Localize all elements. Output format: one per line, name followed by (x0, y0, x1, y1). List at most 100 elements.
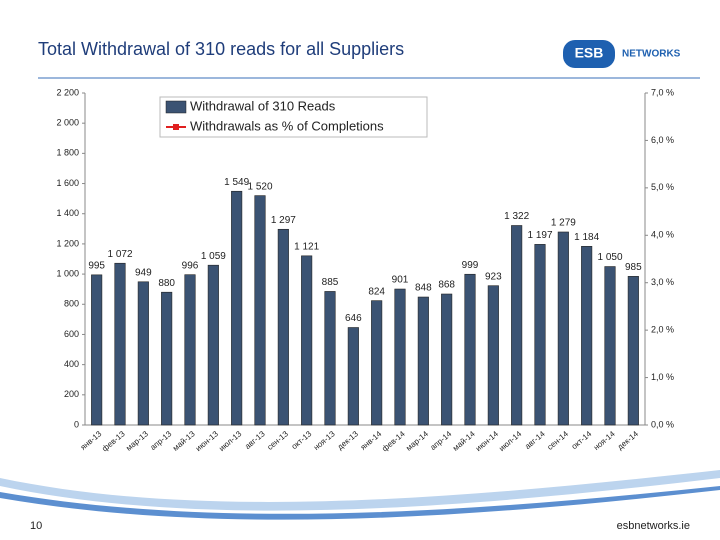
x-tick-label: май-13 (171, 429, 197, 453)
value-label: 1 520 (247, 181, 272, 192)
value-label: 1 050 (597, 252, 622, 263)
x-tick-label: дек-13 (336, 429, 361, 452)
value-label: 824 (368, 286, 385, 297)
value-label: 949 (135, 267, 152, 278)
y2-tick-label: 1,0 % (651, 372, 674, 382)
x-tick-label: июн-14 (474, 429, 500, 453)
bar (161, 291, 173, 426)
x-tick-label: окт-14 (570, 429, 594, 451)
bar (347, 327, 359, 426)
bar (534, 244, 546, 426)
value-label: 1 279 (551, 218, 576, 229)
x-tick-label: июн-13 (194, 429, 220, 453)
y2-tick-label: 6,0 % (651, 135, 674, 145)
legend-swatch (165, 100, 187, 114)
bar (301, 255, 313, 426)
x-tick-label: сен-14 (545, 429, 570, 452)
bar (371, 300, 383, 426)
x-tick-label: мар-14 (404, 429, 430, 453)
bar (184, 274, 196, 426)
x-tick-label: мар-13 (124, 429, 150, 453)
logo-text: NETWORKS (622, 49, 681, 60)
y2-tick-label: 4,0 % (651, 230, 674, 240)
value-label: 999 (462, 260, 479, 271)
bar (91, 274, 103, 426)
y2-tick-label: 5,0 % (651, 182, 674, 192)
value-label: 1 072 (107, 249, 132, 260)
x-tick-label: апр-13 (149, 429, 174, 452)
bar (627, 276, 639, 426)
value-label: 1 322 (504, 211, 529, 222)
bar (581, 246, 593, 426)
bar (207, 264, 219, 426)
bar (487, 285, 499, 426)
bar (254, 195, 266, 426)
y-tick-label: 1 600 (56, 178, 79, 188)
legend (159, 96, 428, 138)
y2-tick-label: 0,0 % (651, 419, 674, 429)
legend-swatch (173, 124, 179, 130)
bar (324, 291, 336, 426)
x-tick-label: ноя-14 (592, 429, 617, 452)
chart-title: Total Withdrawal of 310 reads for all Su… (38, 39, 404, 59)
y2-tick-label: 7,0 % (651, 87, 674, 97)
y-tick-label: 400 (64, 359, 79, 369)
bar (394, 288, 406, 426)
x-tick-label: дек-14 (616, 429, 641, 452)
logo: ESB NETWORKS (563, 40, 681, 68)
y2-tick-label: 3,0 % (651, 277, 674, 287)
value-label: 923 (485, 271, 502, 282)
x-tick-label: авг-13 (243, 429, 267, 451)
x-tick-label: май-14 (451, 429, 477, 453)
logo-mark: ESB (575, 45, 604, 61)
x-tick-label: авг-14 (523, 429, 547, 451)
value-label: 646 (345, 313, 362, 324)
legend-label: Withdrawal of 310 Reads (190, 98, 336, 113)
y-tick-label: 2 000 (56, 118, 79, 128)
y2-tick-label: 2,0 % (651, 325, 674, 335)
legend-label: Withdrawals as % of Completions (190, 118, 384, 133)
x-tick-label: фев-13 (100, 429, 127, 454)
value-label: 1 549 (224, 177, 249, 188)
y-tick-label: 1 200 (56, 238, 79, 248)
value-label: 901 (392, 275, 409, 286)
x-tick-label: фев-14 (380, 429, 407, 454)
footer: esbnetworks.ie (617, 520, 690, 532)
value-label: 1 184 (574, 232, 599, 243)
bar (604, 266, 616, 426)
value-label: 1 297 (271, 215, 296, 226)
value-label: 880 (158, 278, 175, 289)
x-tick-label: сен-13 (265, 429, 290, 452)
bar (557, 231, 569, 426)
bar (464, 273, 476, 426)
swoosh (0, 486, 720, 520)
swoosh (0, 470, 720, 511)
y-tick-label: 0 (74, 419, 79, 429)
x-tick-label: янв-13 (79, 429, 104, 452)
x-tick-label: июл-13 (217, 429, 244, 453)
y-tick-label: 1 400 (56, 208, 79, 218)
value-label: 885 (322, 277, 339, 288)
x-tick-label: июл-14 (497, 429, 524, 453)
bar (114, 262, 126, 426)
value-label: 995 (88, 260, 105, 271)
value-label: 996 (182, 260, 199, 271)
value-label: 848 (415, 283, 432, 294)
value-label: 1 197 (527, 230, 552, 241)
x-tick-label: ноя-13 (312, 429, 337, 452)
logo-badge (563, 40, 615, 68)
bar (277, 228, 289, 426)
y-tick-label: 800 (64, 299, 79, 309)
page-number: 10 (30, 520, 42, 532)
x-tick-label: апр-14 (429, 429, 454, 452)
y-tick-label: 200 (64, 389, 79, 399)
value-label: 1 121 (294, 241, 319, 252)
x-tick-label: окт-13 (290, 429, 314, 451)
bar (511, 225, 523, 426)
y-tick-label: 2 200 (56, 87, 79, 97)
bar (417, 296, 429, 426)
value-label: 1 059 (201, 251, 226, 262)
bar (231, 190, 243, 426)
value-label: 985 (625, 262, 642, 273)
